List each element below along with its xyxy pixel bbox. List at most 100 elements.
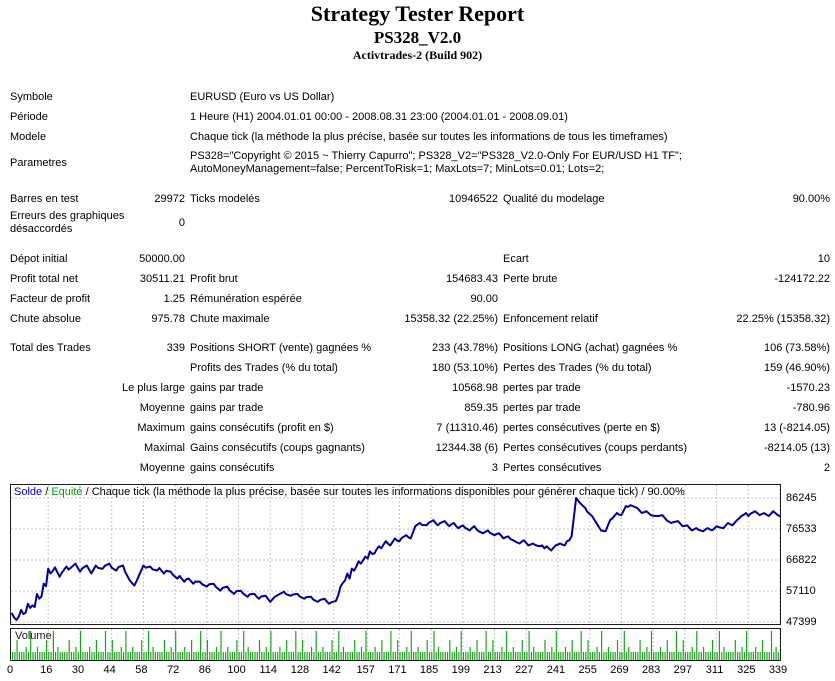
- stats-row: Facteur de profit 1.25 Rémunération espéré…: [0, 289, 830, 309]
- y-tick-label: 57110: [786, 584, 816, 597]
- legend-equite: Equité: [51, 486, 83, 498]
- balance-curve-svg: [11, 485, 780, 624]
- stats-cell-c4: 90.00: [470, 292, 498, 305]
- stats-cell-c2: 975.78: [151, 312, 185, 325]
- x-tick-label: 241: [546, 664, 566, 676]
- x-tick-label: 142: [322, 664, 341, 676]
- report-header: Strategy Tester Report PS328_V2.0 Activt…: [0, 0, 835, 62]
- stats-cell-c2: 1.25: [163, 292, 185, 305]
- stats-cell-c3: Ticks modelés: [190, 192, 260, 205]
- expert-name: PS328_V2.0: [373, 28, 462, 47]
- stats-row: Maximum gains consécutifs (profit en $) 7 …: [0, 418, 830, 438]
- y-tick-label: 66822: [786, 553, 817, 566]
- stats-row: Le plus large gains par trade 10568.98 pert…: [0, 378, 830, 398]
- stats-row: Chute absolue 975.78 Chute maximale 15358.3…: [0, 309, 830, 329]
- legend-separator: /: [42, 486, 52, 498]
- stats-row: Erreurs des graphiques désaccordés 0: [0, 209, 830, 237]
- balance-chart: Solde / Equité / Chaque tick (la méthode…: [10, 484, 781, 625]
- x-tick-label: 185: [419, 664, 439, 676]
- stats-cell-c3: PS328="Copyright © 2015 ~ Thierry Capurr…: [190, 150, 682, 175]
- stats-cell-c2: 0: [178, 216, 185, 229]
- stats-cell-c1: Erreurs des graphiques désaccordés: [10, 210, 125, 235]
- x-tick-label: 157: [356, 664, 375, 676]
- stats-cell-c3: Chaque tick (la méthode la plus précise,…: [190, 130, 668, 143]
- stats-cell-c3: Chute maximale: [190, 312, 270, 325]
- stats-cell-c3: Gains consécutifs (coups gagnants): [190, 441, 365, 454]
- report-title: Strategy Tester Report: [310, 1, 525, 26]
- x-tick-label: 44: [103, 664, 116, 676]
- legend-model-desc: Chaque tick (la méthode la plus précise,…: [91, 486, 639, 498]
- stats-cell-c1: Barres en test: [10, 192, 79, 205]
- x-tick-label: 297: [673, 664, 693, 676]
- stats-cell-c2: Le plus large: [122, 381, 185, 394]
- stats-cell-c1: Dépot initial: [10, 252, 68, 265]
- x-tick-label: 255: [578, 664, 597, 676]
- stats-cell-c3: gains consécutifs (profit en $): [190, 421, 334, 434]
- x-tick-label: 30: [71, 664, 85, 676]
- stats-cell-c1: Facteur de profit: [10, 292, 91, 305]
- stats-cell-c1: Période: [10, 110, 48, 123]
- stats-cell-c4: 154683.43: [446, 272, 498, 285]
- stats-cell-c4: 180 (53.10%): [431, 361, 498, 374]
- stats-cell-c1: Modele: [10, 130, 47, 143]
- stats-cell-c6: 106 (73.58%): [763, 341, 830, 354]
- stats-cell-c6: 2: [823, 461, 830, 474]
- legend-quality: 90.00%: [647, 486, 685, 498]
- legend-separator: /: [638, 486, 648, 498]
- chart-legend: Solde / Equité / Chaque tick (la méthode…: [14, 486, 685, 498]
- stats-cell-c5: Pertes consécutives: [503, 461, 602, 474]
- stats-cell-c3: Positions SHORT (vente) gagnées %: [190, 341, 372, 354]
- x-tick-label: 16: [40, 664, 53, 676]
- stats-cell-c3: Profits des Trades (% du total): [190, 361, 338, 374]
- stats-row: Période 1 Heure (H1) 2004.01.01 00:00 - 2…: [0, 107, 830, 127]
- stats-row: Maximal Gains consécutifs (coups gagnants…: [0, 438, 830, 458]
- stats-cell-c1: Symbole: [10, 90, 53, 103]
- stats-cell-c5: Ecart: [503, 252, 529, 265]
- stats-cell-c5: Enfoncement relatif: [503, 312, 598, 325]
- x-tick-label: 0: [6, 664, 14, 676]
- stats-cell-c5: Qualité du modelage: [503, 192, 605, 205]
- x-tick-label: 325: [737, 664, 756, 676]
- server-build: Activtrades-2 (Build 902): [352, 48, 483, 62]
- stats-cell-c6: -780.96: [792, 401, 830, 414]
- stats-row: Symbole EURUSD (Euro vs US Dollar): [0, 87, 830, 107]
- x-tick-label: 311: [705, 664, 724, 676]
- x-tick-label: 199: [451, 664, 470, 676]
- stats-cell-c6: 90.00%: [792, 192, 830, 205]
- stats-cell-c2: 50000.00: [139, 252, 185, 265]
- stats-row: Moyenne gains par trade 859.35 pertes par t…: [0, 398, 830, 418]
- stats-cell-c1: Profit total net: [10, 272, 78, 285]
- x-tick-label: 100: [227, 664, 246, 676]
- x-tick-label: 269: [610, 664, 629, 676]
- stats-cell-c2: Maximum: [137, 421, 185, 434]
- chart-area: Solde / Equité / Chaque tick (la méthode…: [0, 484, 835, 681]
- stats-cell-c4: 15358.32 (22.25%): [404, 312, 498, 325]
- stats-cell-c5: Pertes des Trades (% du total): [503, 361, 652, 374]
- x-tick-label: 58: [135, 664, 148, 676]
- stats-cell-c1: Total des Trades: [10, 341, 91, 354]
- stats-cell-c5: pertes consécutives (perte en $): [503, 421, 661, 434]
- stats-row: Profit total net 30511.21 Profit brut 15468…: [0, 269, 830, 289]
- stats-row: Modele Chaque tick (la méthode la plus pr…: [0, 127, 830, 147]
- stats-cell-c4: 859.35: [464, 401, 498, 414]
- stats-cell-c3: gains consécutifs: [190, 461, 275, 474]
- stats-cell-c6: -1570.23: [786, 381, 830, 394]
- stats-row: Parametres PS328="Copyright © 2015 ~ Thie…: [0, 147, 830, 179]
- stats-table: Symbole EURUSD (Euro vs US Dollar) Période…: [0, 87, 830, 478]
- x-tick-label: 171: [388, 664, 407, 676]
- stats-cell-c6: 159 (46.90%): [763, 361, 830, 374]
- x-tick-label: 227: [515, 664, 534, 676]
- stats-cell-c6: 13 (-8214.05): [763, 421, 830, 434]
- stats-cell-c6: 10: [817, 252, 830, 265]
- stats-cell-c5: Perte brute: [503, 272, 558, 285]
- x-tick-label: 128: [290, 664, 310, 676]
- stats-cell-c4: 12344.38 (6): [435, 441, 498, 454]
- stats-cell-c1: Parametres: [10, 156, 67, 169]
- y-tick-label: 47399: [786, 615, 817, 628]
- stats-cell-c3: Rémunération espérée: [190, 292, 302, 305]
- stats-row: Total des Trades 339 Positions SHORT (vent…: [0, 338, 830, 358]
- stats-cell-c6: -124172.22: [774, 272, 830, 285]
- x-tick-label: 72: [166, 664, 180, 676]
- x-tick-label: 114: [259, 664, 278, 676]
- stats-cell-c3: gains par trade: [190, 401, 264, 414]
